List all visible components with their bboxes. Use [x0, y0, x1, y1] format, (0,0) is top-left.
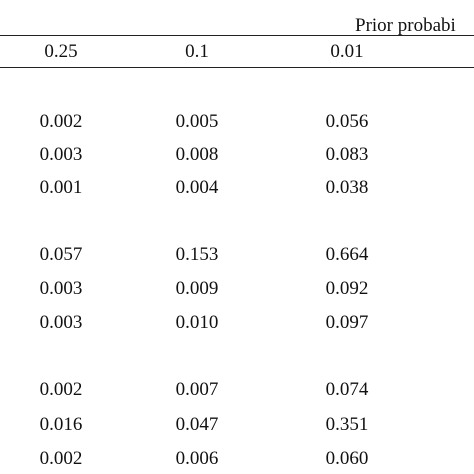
table-cell: 0.047	[175, 414, 219, 435]
table-cell: 0.009	[175, 278, 219, 299]
table-cell: 0.003	[39, 278, 83, 299]
table-cell: 0.007	[175, 379, 219, 400]
table-cell: 0.003	[39, 144, 83, 165]
table-cell: 0.002	[39, 111, 83, 132]
table-cell: 0.092	[325, 278, 369, 299]
table-cell: 0.664	[325, 244, 369, 265]
column-header-2: 0.01	[330, 41, 364, 62]
table-cell: 0.038	[325, 177, 369, 198]
column-header-0: 0.25	[44, 41, 78, 62]
table-cell: 0.083	[325, 144, 369, 165]
table-cell: 0.006	[175, 448, 219, 469]
table-cell: 0.004	[175, 177, 219, 198]
table-cell: 0.060	[325, 448, 369, 469]
table-cell: 0.001	[39, 177, 83, 198]
table-cell: 0.016	[39, 414, 83, 435]
top-rule	[0, 35, 474, 36]
table-cell: 0.153	[175, 244, 219, 265]
table-cell: 0.005	[175, 111, 219, 132]
table-cell: 0.002	[39, 448, 83, 469]
table-cell: 0.351	[325, 414, 369, 435]
column-header-1: 0.1	[185, 41, 209, 62]
table-cell: 0.057	[39, 244, 83, 265]
table-cell: 0.003	[39, 312, 83, 333]
table-cell: 0.056	[325, 111, 369, 132]
header-rule	[0, 67, 474, 68]
table-cell: 0.010	[175, 312, 219, 333]
table-cell: 0.002	[39, 379, 83, 400]
prior-probability-header: Prior probabi	[355, 15, 456, 36]
table-cell: 0.097	[325, 312, 369, 333]
table-cell: 0.008	[175, 144, 219, 165]
table-cell: 0.074	[325, 379, 369, 400]
